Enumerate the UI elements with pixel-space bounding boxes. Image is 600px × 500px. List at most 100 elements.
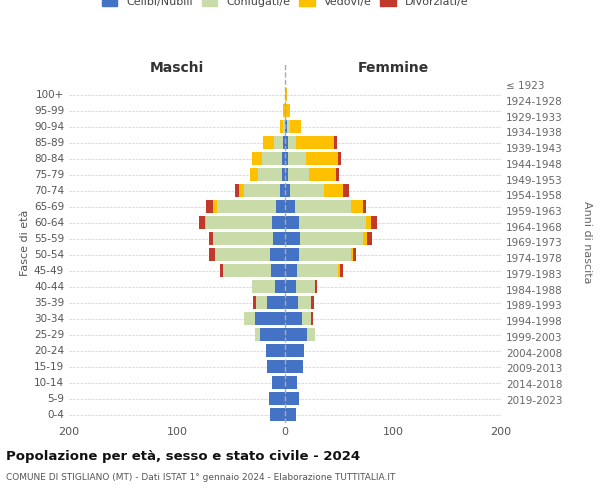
Bar	[340, 264, 343, 277]
Bar	[262, 152, 282, 165]
Bar	[283, 120, 285, 133]
Bar	[266, 296, 285, 309]
Bar	[212, 200, 217, 213]
Bar	[351, 248, 353, 261]
Bar	[288, 152, 305, 165]
Bar	[285, 136, 288, 149]
Bar	[305, 152, 338, 165]
Bar	[367, 232, 373, 245]
Bar	[299, 248, 351, 261]
Bar	[285, 344, 304, 357]
Bar	[285, 312, 302, 325]
Bar	[302, 312, 311, 325]
Bar	[266, 360, 285, 373]
Bar	[285, 360, 304, 373]
Bar	[285, 216, 299, 229]
Bar	[351, 200, 363, 213]
Bar	[199, 216, 205, 229]
Bar	[277, 200, 285, 213]
Bar	[285, 328, 307, 341]
Bar	[285, 248, 299, 261]
Bar	[280, 184, 285, 197]
Bar	[287, 120, 290, 133]
Bar	[209, 248, 215, 261]
Bar	[285, 264, 297, 277]
Bar	[285, 104, 290, 117]
Bar	[220, 264, 223, 277]
Bar	[283, 136, 285, 149]
Bar	[271, 264, 285, 277]
Bar	[205, 216, 206, 229]
Bar	[288, 168, 309, 181]
Bar	[206, 216, 272, 229]
Bar	[315, 280, 317, 293]
Bar	[285, 232, 300, 245]
Bar	[258, 168, 282, 181]
Text: Popolazione per età, sesso e stato civile - 2024: Popolazione per età, sesso e stato civil…	[6, 450, 360, 463]
Bar	[285, 200, 295, 213]
Bar	[285, 392, 299, 405]
Bar	[311, 296, 314, 309]
Bar	[366, 216, 371, 229]
Y-axis label: Fasce di età: Fasce di età	[20, 210, 30, 276]
Bar	[285, 296, 298, 309]
Bar	[273, 232, 285, 245]
Bar	[206, 200, 212, 213]
Bar	[255, 312, 285, 325]
Bar	[223, 264, 271, 277]
Bar	[298, 296, 311, 309]
Bar	[343, 184, 349, 197]
Bar	[255, 328, 260, 341]
Bar	[363, 200, 366, 213]
Bar	[297, 264, 338, 277]
Bar	[290, 120, 301, 133]
Text: Maschi: Maschi	[150, 62, 204, 76]
Bar	[295, 200, 351, 213]
Bar	[285, 168, 288, 181]
Bar	[235, 184, 239, 197]
Bar	[285, 120, 287, 133]
Bar	[371, 216, 377, 229]
Bar	[285, 152, 288, 165]
Bar	[285, 408, 296, 421]
Bar	[250, 168, 258, 181]
Bar	[274, 136, 283, 149]
Bar	[285, 280, 296, 293]
Y-axis label: Anni di nascita: Anni di nascita	[582, 201, 592, 284]
Text: COMUNE DI STIGLIANO (MT) - Dati ISTAT 1° gennaio 2024 - Elaborazione TUTTITALIA.: COMUNE DI STIGLIANO (MT) - Dati ISTAT 1°…	[6, 472, 395, 482]
Bar	[309, 168, 336, 181]
Bar	[285, 376, 297, 389]
Bar	[296, 136, 334, 149]
Bar	[311, 312, 313, 325]
Bar	[266, 344, 285, 357]
Bar	[209, 232, 212, 245]
Bar	[253, 296, 256, 309]
Text: Femmine: Femmine	[358, 62, 428, 76]
Bar	[212, 232, 273, 245]
Bar	[285, 88, 287, 101]
Bar	[251, 280, 275, 293]
Bar	[269, 392, 285, 405]
Bar	[290, 184, 324, 197]
Bar	[217, 200, 277, 213]
Bar	[324, 184, 343, 197]
Bar	[285, 184, 290, 197]
Bar	[263, 136, 274, 149]
Bar	[256, 296, 266, 309]
Bar	[338, 264, 340, 277]
Bar	[239, 184, 244, 197]
Bar	[244, 312, 255, 325]
Bar	[270, 408, 285, 421]
Bar	[251, 152, 262, 165]
Bar	[275, 280, 285, 293]
Bar	[338, 152, 341, 165]
Bar	[363, 232, 367, 245]
Bar	[299, 216, 366, 229]
Bar	[282, 152, 285, 165]
Bar	[282, 168, 285, 181]
Bar	[336, 168, 339, 181]
Bar	[270, 248, 285, 261]
Bar	[260, 328, 285, 341]
Bar	[272, 376, 285, 389]
Bar	[300, 232, 363, 245]
